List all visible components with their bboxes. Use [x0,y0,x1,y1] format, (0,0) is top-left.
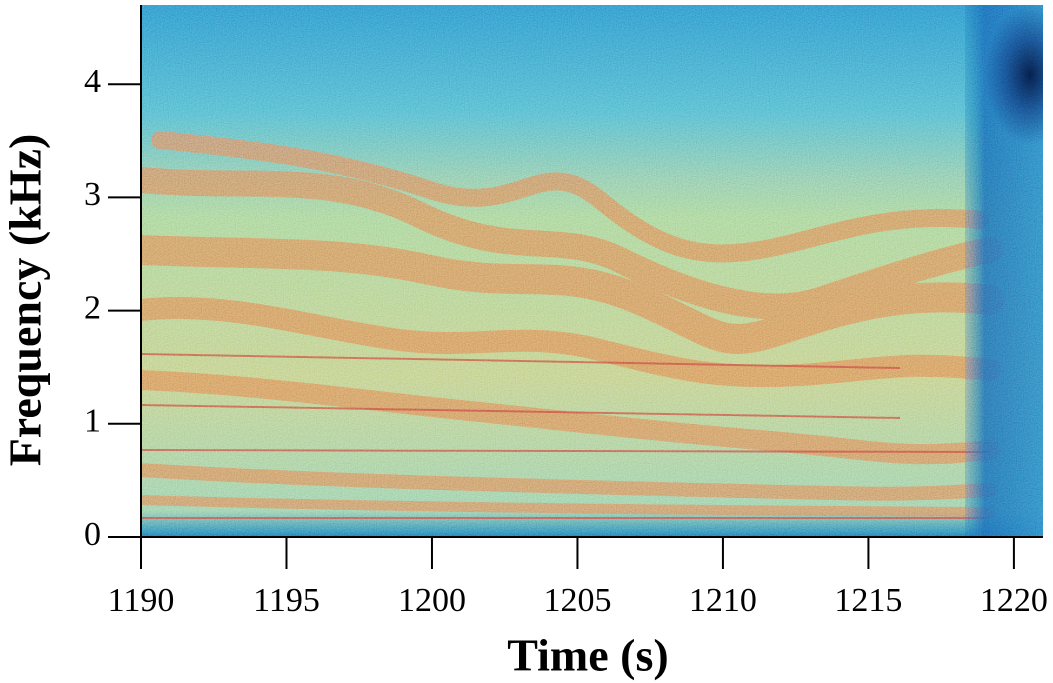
x-tick-label: 1220 [980,582,1048,619]
x-tick-label: 1195 [253,582,320,619]
x-tick-label: 1190 [108,582,175,619]
x-tick-label: 1210 [689,582,757,619]
y-axis-title: Frequency (kHz) [0,134,51,467]
y-tick-label: 4 [84,63,101,100]
y-tick-label: 0 [84,516,101,553]
y-tick-label: 1 [84,403,101,440]
x-tick-label: 1205 [543,582,611,619]
y-tick-label: 2 [84,289,101,326]
y-tick-label: 3 [84,176,101,213]
x-tick-label: 1215 [834,582,902,619]
axes: 1190 1195 1200 1205 1210 1215 1220 0 1 2 3 4 [84,5,1048,619]
spectrogram-image [141,5,1043,537]
x-axis-title: Time (s) [507,630,668,681]
x-tick-label: 1200 [398,582,466,619]
